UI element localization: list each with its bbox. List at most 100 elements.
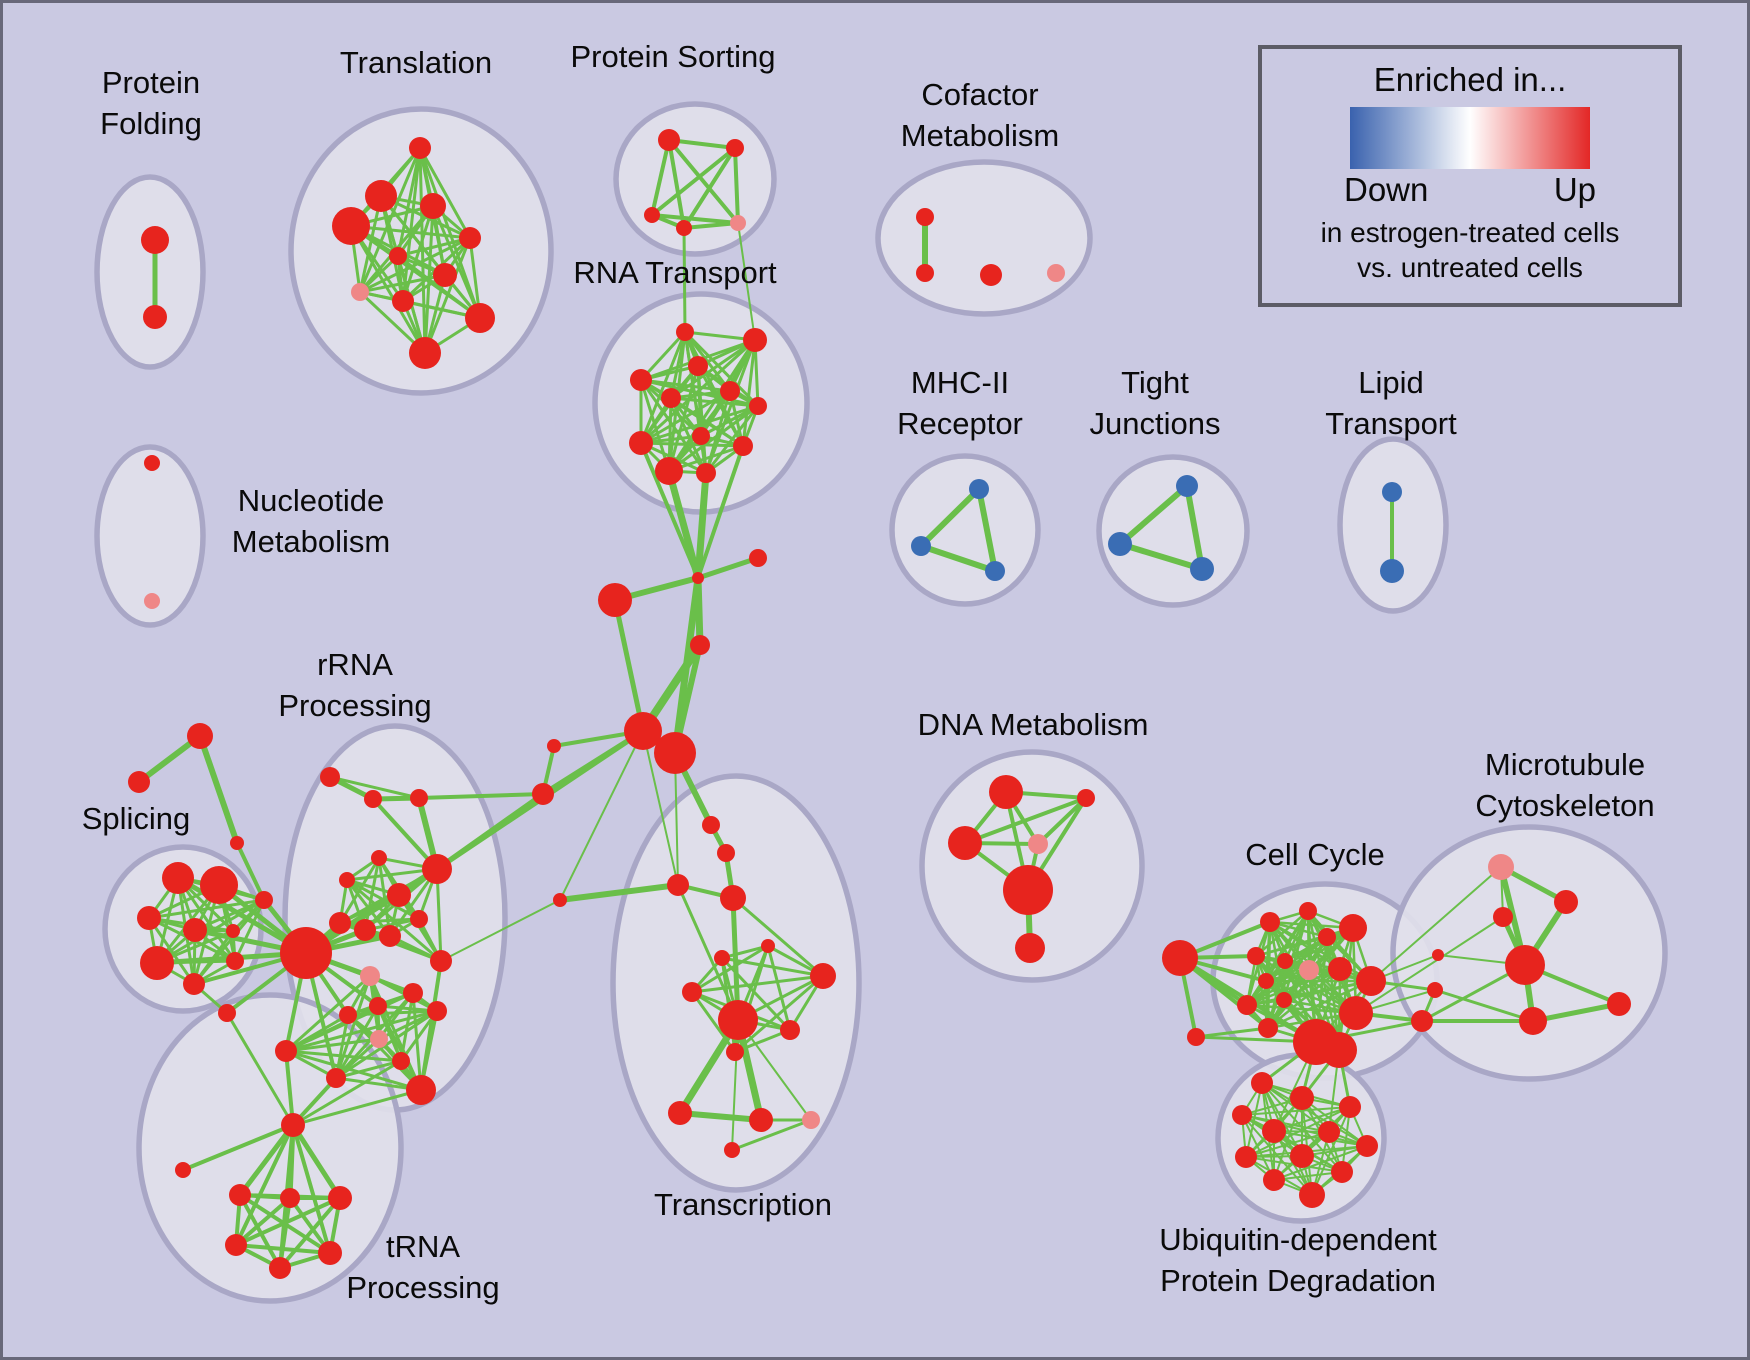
node-r10 (255, 891, 273, 909)
node-r11 (329, 912, 351, 934)
edge-d2-d3 (963, 796, 1088, 845)
node-rt13 (692, 572, 704, 584)
edge-d2-d4 (1036, 796, 1088, 846)
cluster-label-rna-transport: RNA Transport (573, 255, 777, 290)
edge-rt2-rt10 (741, 338, 757, 448)
node-u1 (281, 1113, 305, 1137)
node-cf2 (916, 264, 934, 282)
node-rt6 (720, 381, 740, 401)
node-u6 (225, 1234, 247, 1256)
cluster-label-ubiquitin-degradation-line1: Ubiquitin-dependent (1159, 1222, 1437, 1257)
edge-t6-t7 (720, 956, 825, 978)
edge-tr1-tr8 (358, 146, 422, 294)
cluster-ellipse-nucleotide-metabolism (94, 444, 206, 628)
node-ub6 (1318, 1121, 1340, 1143)
node-tr3 (420, 193, 446, 219)
node-st2 (128, 771, 150, 793)
node-cc11 (1356, 966, 1386, 996)
node-u2 (175, 1162, 191, 1178)
cluster-label-dna-metabolism: DNA Metabolism (918, 707, 1149, 742)
edge-tr7-tr8 (358, 273, 447, 294)
node-tr10 (465, 303, 495, 333)
edge-u1-u5 (290, 1122, 343, 1201)
edge-so1-so5 (667, 138, 740, 225)
node-d6 (1015, 933, 1045, 963)
edge-rt10-rt13 (696, 444, 745, 580)
edge-s9-u1 (225, 1011, 295, 1127)
edge-rt13-rt14 (695, 555, 761, 581)
edge-cc11-cc16 (1266, 979, 1373, 1030)
node-t4 (720, 885, 746, 911)
node-s6 (140, 946, 174, 980)
edge-cn1-x1 (559, 730, 644, 901)
edge-tr1-tr10 (418, 146, 482, 320)
node-r18 (339, 1006, 357, 1024)
node-l1 (547, 739, 561, 753)
edge-rt7-rt8 (699, 404, 760, 438)
node-ub11 (1263, 1169, 1285, 1191)
node-r7 (339, 872, 355, 888)
legend-caption-line1: in estrogen-treated cells (1320, 217, 1620, 248)
edge-u4-u6 (234, 1196, 292, 1247)
edge-so2-so5 (733, 146, 740, 225)
node-tr8 (351, 283, 369, 301)
node-r8 (387, 883, 411, 907)
node-t9 (718, 1000, 758, 1040)
node-cc2 (1187, 1028, 1205, 1046)
edge-t7-t11 (733, 974, 825, 1054)
edge-r23-u1 (291, 1088, 423, 1127)
edge-tj2-tj3 (1117, 541, 1205, 572)
node-r21 (275, 1040, 297, 1062)
node-ub5 (1262, 1119, 1286, 1143)
node-t8 (682, 982, 702, 1002)
edge-so5-rt2 (737, 222, 756, 341)
node-ub9 (1290, 1144, 1314, 1168)
node-d5 (1003, 865, 1053, 915)
node-d3 (948, 826, 982, 860)
node-pf1 (141, 226, 169, 254)
node-t2 (717, 844, 735, 862)
node-t6 (714, 950, 730, 966)
edge-x1-r16 (440, 899, 561, 962)
cluster-ellipse-mhc-ii-receptor (889, 453, 1041, 607)
node-so3 (644, 207, 660, 223)
edge-rt6-rt9 (639, 389, 732, 445)
node-cc15 (1339, 996, 1373, 1030)
edge-s8-r10 (233, 898, 266, 963)
edge-tr6-tr10 (396, 254, 482, 320)
edge-cc13-cc15 (1245, 1003, 1358, 1015)
node-ub4 (1232, 1105, 1252, 1125)
edge-b1-b2 (918, 486, 982, 549)
node-rt14 (749, 549, 767, 567)
node-tr4 (332, 207, 370, 245)
node-r9 (410, 910, 428, 928)
edge-st1-st3 (197, 733, 240, 846)
node-r17 (403, 983, 423, 1003)
node-pf2 (143, 305, 167, 329)
edge-cn2-t3 (674, 752, 679, 886)
node-r23 (406, 1075, 436, 1105)
node-cn2 (654, 732, 696, 774)
node-tj2 (1108, 532, 1132, 556)
cluster-label-protein-sorting: Protein Sorting (570, 39, 775, 74)
edge-rt7-rt9 (639, 404, 760, 445)
node-u7 (318, 1241, 342, 1265)
node-tj1 (1176, 475, 1198, 497)
node-tr9 (392, 290, 414, 312)
node-m3 (1493, 907, 1513, 927)
cluster-label-lipid-transport-line1: Lipid (1358, 365, 1424, 400)
node-u4 (280, 1188, 300, 1208)
cluster-label-tight-junctions-line1: Tight (1121, 365, 1189, 400)
edge-ub4-ub7 (1241, 1114, 1368, 1147)
edge-rt1-rt9 (639, 330, 687, 445)
node-r26 (392, 1052, 410, 1070)
edge-t15-t9 (731, 1019, 739, 1151)
legend-caption-line2: vs. untreated cells (1357, 252, 1583, 283)
cluster-label-tight-junctions-line2: Junctions (1090, 406, 1221, 441)
edge-tj1-tj3 (1184, 483, 1205, 572)
edge-rt4-rt7 (639, 378, 760, 408)
node-cf1 (916, 208, 934, 226)
cluster-label-protein-folding-line1: Protein (102, 65, 200, 100)
node-rt2 (743, 328, 767, 352)
